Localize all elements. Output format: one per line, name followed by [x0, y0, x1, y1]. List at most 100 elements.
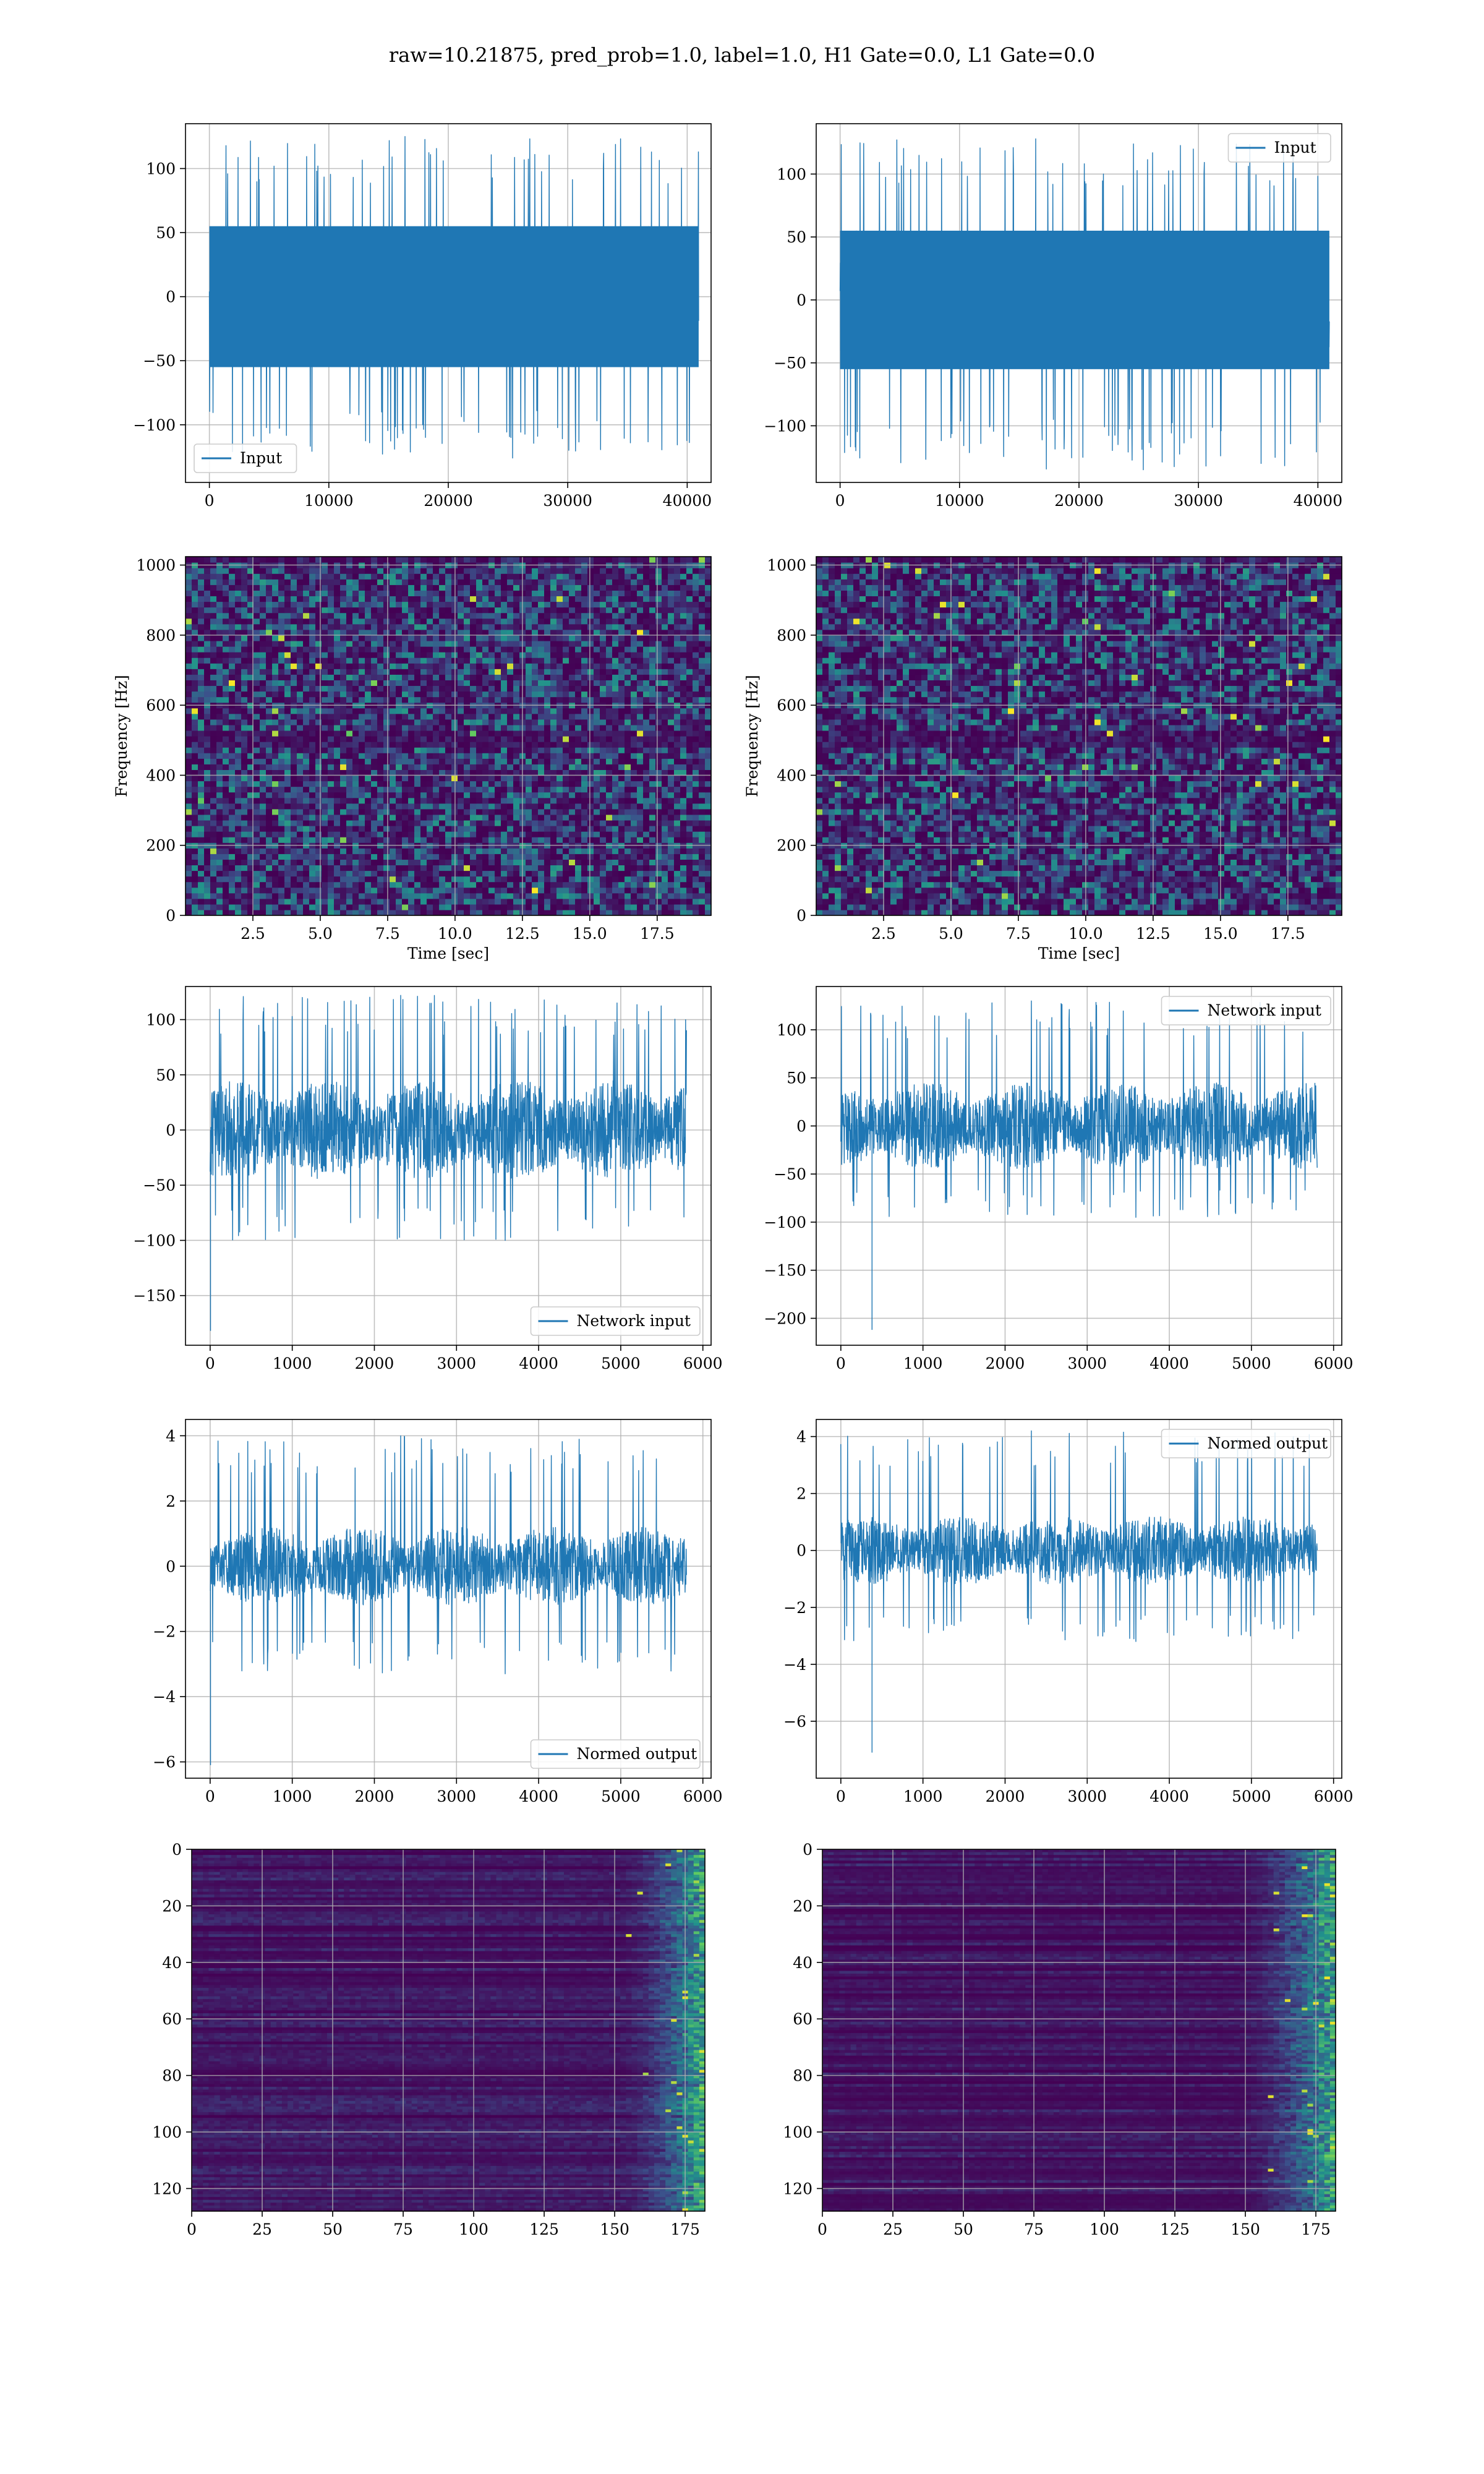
series-line: [210, 1436, 686, 1765]
axes-frame: [816, 987, 1342, 1345]
x-tick-label: 1000: [273, 1787, 312, 1805]
y-tick-label: 50: [156, 224, 176, 242]
x-tick-label: 150: [600, 2220, 629, 2238]
y-tick-label: −150: [764, 1262, 806, 1280]
y-tick-label: 4: [796, 1428, 806, 1446]
y-tick-label: 1000: [136, 557, 176, 575]
y-tick-label: 600: [777, 696, 806, 714]
series-line: [841, 1431, 1317, 1752]
x-tick-label: 5000: [1232, 1787, 1271, 1805]
x-tick-label: 175: [1301, 2220, 1331, 2238]
y-tick-label: 2: [166, 1492, 176, 1510]
y-tick-label: 4: [166, 1427, 176, 1445]
legend: Network input: [531, 1307, 701, 1335]
x-tick-label: 3000: [1067, 1787, 1107, 1805]
x-tick-label: 15.0: [1203, 925, 1238, 943]
y-tick-label: 50: [156, 1066, 176, 1084]
y-tick-label: 50: [787, 228, 806, 246]
series-line: [210, 995, 686, 1331]
axes-frame: [816, 1419, 1342, 1778]
y-axis-label: Frequency [Hz]: [743, 675, 761, 797]
x-tick-label: 125: [529, 2220, 559, 2238]
series-line: [841, 1001, 1317, 1330]
y-tick-label: 100: [777, 1021, 806, 1039]
x-tick-label: 15.0: [573, 925, 607, 943]
x-tick-label: 0: [836, 1787, 846, 1805]
y-tick-label: 0: [166, 288, 176, 306]
x-tick-label: 50: [953, 2220, 973, 2238]
x-axis-label: Time [sec]: [1038, 944, 1120, 962]
x-tick-label: 50: [323, 2220, 343, 2238]
legend: Network input: [1162, 996, 1331, 1025]
y-tick-label: 80: [162, 2067, 182, 2085]
x-tick-label: 25: [252, 2220, 272, 2238]
y-tick-label: 100: [146, 1011, 176, 1029]
y-tick-label: 20: [162, 1897, 182, 1915]
x-tick-label: 75: [393, 2220, 413, 2238]
legend-label: Network input: [577, 1312, 691, 1330]
x-tick-label: 40000: [1294, 492, 1343, 510]
x-tick-label: 0: [835, 492, 845, 510]
x-tick-label: 4000: [519, 1787, 558, 1805]
y-tick-label: −50: [774, 1165, 806, 1183]
y-tick-label: −6: [153, 1753, 176, 1771]
y-tick-label: −50: [143, 352, 176, 370]
x-tick-label: 2000: [355, 1787, 394, 1805]
chart-row3-left-network-input: 0 1000 2000 3000 4000 5000 6000−150−100−500501…: [133, 987, 722, 1372]
y-tick-label: 100: [146, 160, 176, 178]
heatmap-cells: [816, 557, 1342, 916]
x-tick-label: 5.0: [939, 925, 963, 943]
y-tick-label: 80: [793, 2067, 812, 2085]
x-tick-label: 4000: [1149, 1355, 1189, 1372]
y-tick-label: 100: [777, 165, 806, 183]
x-tick-label: 10.0: [438, 925, 472, 943]
x-tick-label: 2000: [986, 1787, 1025, 1805]
y-tick-label: 1000: [767, 557, 806, 575]
x-tick-label: 6000: [1314, 1787, 1354, 1805]
x-tick-label: 30000: [543, 492, 592, 510]
y-tick-label: 60: [793, 2010, 812, 2028]
y-tick-label: −2: [783, 1599, 806, 1617]
y-tick-label: −200: [764, 1309, 806, 1327]
x-tick-label: 0: [836, 1355, 846, 1372]
y-tick-label: 600: [146, 696, 176, 714]
y-tick-label: 400: [146, 766, 176, 784]
y-tick-label: 0: [803, 1841, 812, 1859]
y-tick-label: 20: [793, 1897, 812, 1915]
y-tick-label: 0: [172, 1841, 182, 1859]
x-tick-label: 17.5: [1271, 925, 1305, 943]
y-tick-label: 400: [777, 766, 806, 784]
x-tick-label: 100: [1090, 2220, 1119, 2238]
x-tick-label: 0: [205, 492, 215, 510]
y-tick-label: 0: [166, 1121, 176, 1139]
x-tick-label: 1000: [273, 1355, 312, 1372]
x-tick-label: 175: [670, 2220, 700, 2238]
x-tick-label: 4000: [519, 1355, 558, 1372]
y-tick-label: 120: [152, 2180, 182, 2198]
y-tick-label: −50: [774, 354, 806, 372]
heatmap-cells: [186, 557, 712, 916]
x-tick-label: 2.5: [871, 925, 896, 943]
x-tick-label: 6000: [683, 1787, 723, 1805]
x-axis-label: Time [sec]: [407, 944, 489, 962]
y-tick-label: 40: [162, 1954, 182, 1972]
x-tick-label: 30000: [1174, 492, 1223, 510]
y-tick-label: 120: [783, 2180, 812, 2198]
y-tick-label: −100: [764, 1213, 806, 1231]
x-tick-label: 4000: [1149, 1787, 1189, 1805]
y-axis-label: Frequency [Hz]: [113, 675, 130, 797]
y-tick-label: 800: [146, 627, 176, 644]
y-tick-label: 800: [777, 627, 806, 644]
heatmap-cells: [192, 1849, 706, 2212]
x-tick-label: 1000: [903, 1355, 943, 1372]
x-tick-label: 100: [459, 2220, 488, 2238]
x-tick-label: 0: [187, 2220, 197, 2238]
legend: Input: [194, 444, 297, 473]
x-tick-label: 2.5: [241, 925, 265, 943]
x-tick-label: 3000: [437, 1787, 476, 1805]
y-tick-label: −2: [153, 1623, 176, 1641]
